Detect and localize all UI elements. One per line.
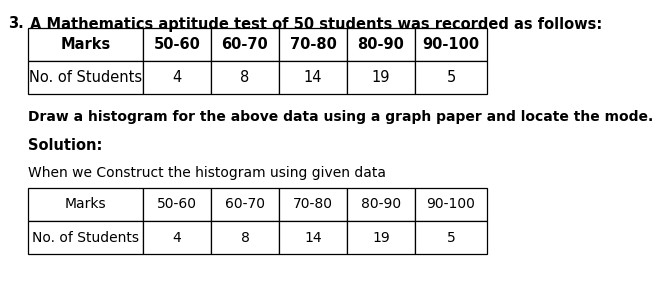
Text: When we Construct the histogram using given data: When we Construct the histogram using gi… [28,166,386,180]
Bar [28,28,143,61]
Text: 50-60: 50-60 [154,37,200,52]
Text: A Mathematics aptitude test of 50 students was recorded as follows:: A Mathematics aptitude test of 50 studen… [30,17,602,32]
Bar [415,28,487,61]
Text: Marks: Marks [60,37,110,52]
Bar [279,61,347,94]
Text: 50-60: 50-60 [157,197,197,212]
Text: 4: 4 [172,70,181,85]
Text: 8: 8 [240,230,250,244]
Text: 8: 8 [240,70,250,85]
Text: 14: 14 [304,230,322,244]
Text: 19: 19 [372,70,390,85]
Text: 70-80: 70-80 [293,197,333,212]
Bar [347,61,415,94]
Text: 4: 4 [173,230,181,244]
Text: Marks: Marks [64,197,106,212]
Bar [28,188,143,221]
Bar [211,221,279,254]
Bar [211,61,279,94]
Text: 70-80: 70-80 [290,37,336,52]
Text: 14: 14 [304,70,322,85]
Text: No. of Students: No. of Students [32,230,139,244]
Bar [143,221,211,254]
Text: 5: 5 [447,230,455,244]
Bar [279,221,347,254]
Bar [279,28,347,61]
Text: Solution:: Solution: [28,138,102,153]
Text: 90-100: 90-100 [426,197,476,212]
Text: 60-70: 60-70 [225,197,265,212]
Text: 90-100: 90-100 [422,37,480,52]
Bar [211,28,279,61]
Bar [347,188,415,221]
Bar [28,61,143,94]
Text: Draw a histogram for the above data using a graph paper and locate the mode.: Draw a histogram for the above data usin… [28,110,653,124]
Bar [415,188,487,221]
Text: 3.: 3. [8,17,24,32]
Bar [415,221,487,254]
Text: 60-70: 60-70 [221,37,268,52]
Bar [143,188,211,221]
Bar [28,221,143,254]
Bar [347,28,415,61]
Text: 80-90: 80-90 [361,197,401,212]
Bar [415,61,487,94]
Text: 5: 5 [446,70,455,85]
Bar [143,28,211,61]
Bar [143,61,211,94]
Bar [211,188,279,221]
Text: 80-90: 80-90 [357,37,405,52]
Bar [347,221,415,254]
Text: 19: 19 [372,230,390,244]
Text: No. of Students: No. of Students [29,70,142,85]
Bar [279,188,347,221]
